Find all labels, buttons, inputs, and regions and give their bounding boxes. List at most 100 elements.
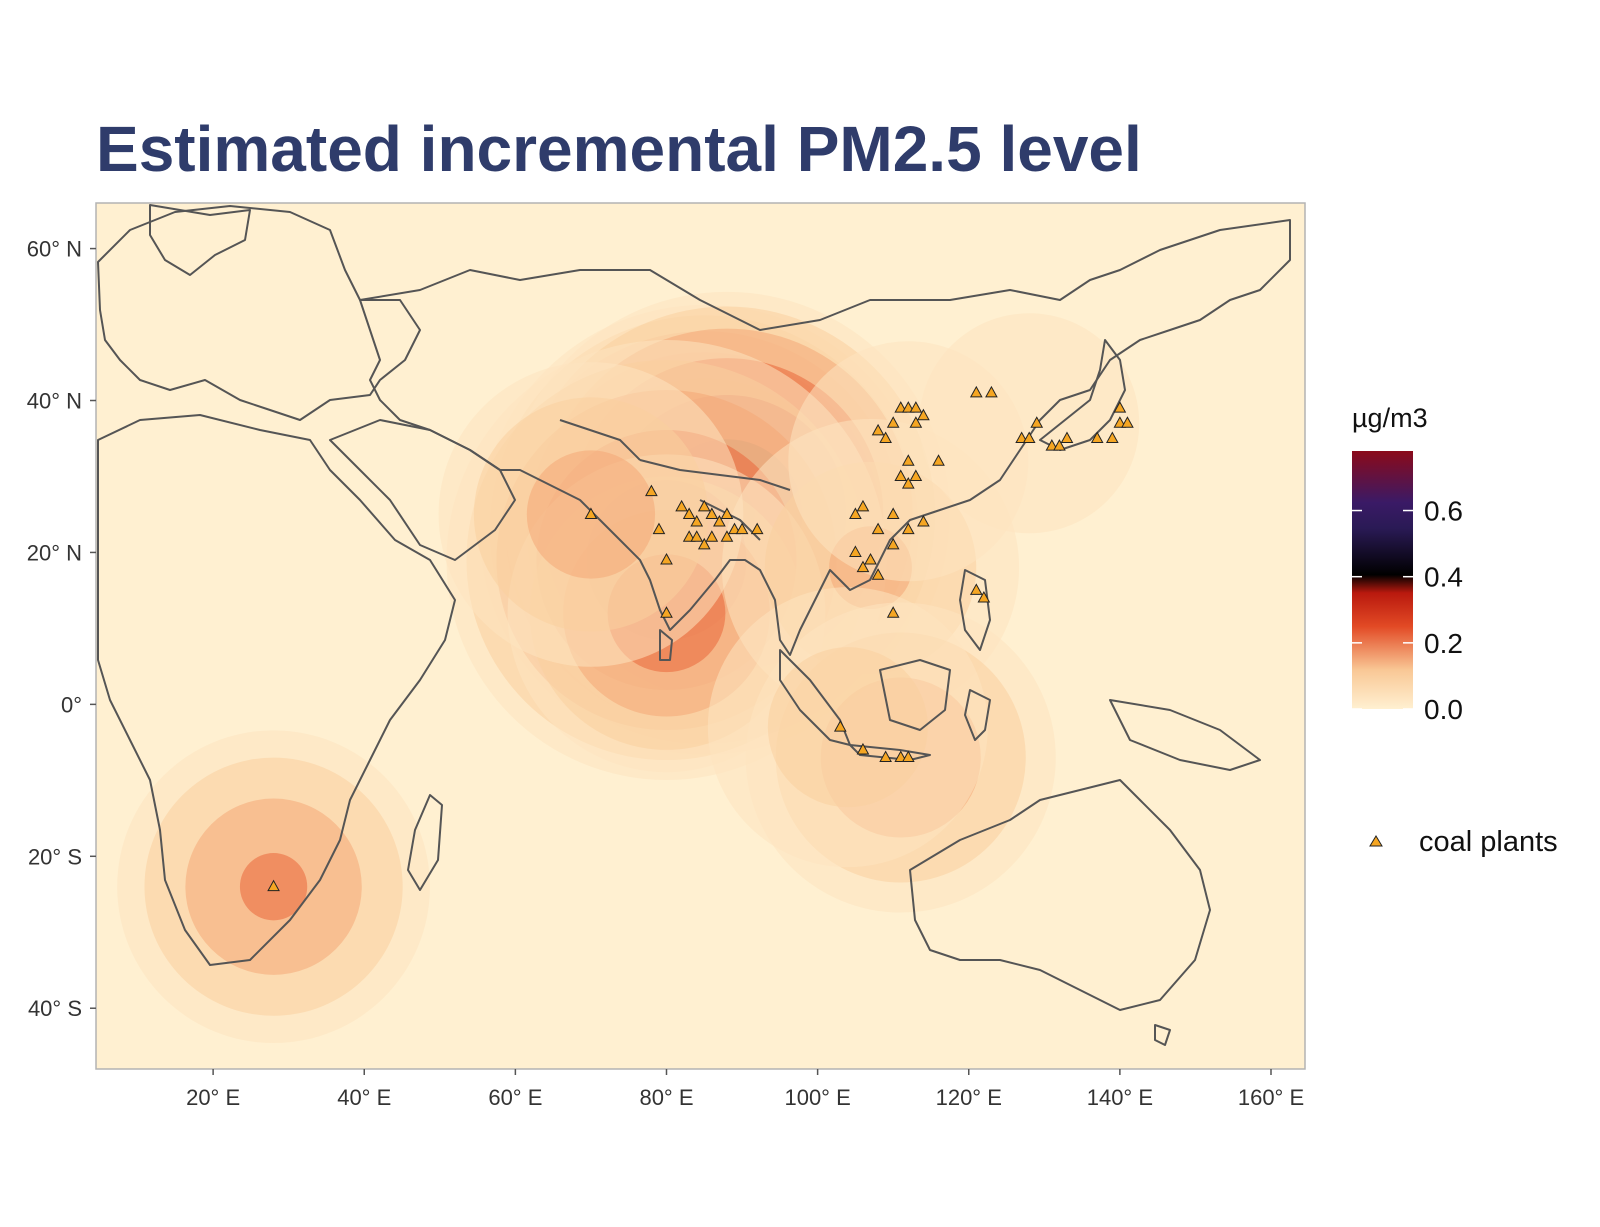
y-tick-label: 40° S [28, 996, 82, 1021]
tasmania-coastline [1154, 1024, 1171, 1046]
coal-plant-marker [901, 401, 915, 413]
coal-plant-layer [267, 385, 1134, 892]
coal-plant-marker [886, 416, 900, 428]
coal-plant-marker [886, 606, 900, 618]
asia-coastline [359, 219, 1291, 656]
x-tick-label: 80° E [639, 1085, 693, 1110]
philippines-coastline [959, 569, 991, 651]
coal-plant-marker [690, 530, 704, 542]
x-tick-label: 60° E [488, 1085, 542, 1110]
y-tick-label: 20° S [28, 844, 82, 869]
sumatra-coastline [779, 649, 851, 746]
coal-plant-marker [682, 530, 696, 542]
coal-plant-marker [901, 750, 915, 763]
coal-plant-marker [750, 522, 764, 535]
coal-plant-marker [1053, 439, 1066, 451]
y-tick-label: 40° N [27, 389, 82, 414]
coal-plant-marker [894, 401, 908, 413]
coal-plant-marker [969, 385, 983, 398]
coal-plant-marker [713, 515, 726, 527]
sulawesi-coastline [964, 689, 991, 741]
x-tick-label: 120° E [936, 1085, 1002, 1110]
coal-plant-marker [901, 454, 915, 466]
coal-plant-marker [969, 583, 983, 595]
coal-plant-marker [705, 530, 719, 542]
coal-plant-marker [909, 401, 923, 413]
legend-colorbar [1352, 451, 1413, 709]
x-axis: 20° E 40° E 60° E 80° E 100° E 120° E 140° E 16… [186, 1069, 1304, 1110]
coal-plant-marker [894, 750, 908, 763]
coal-plant-marker [871, 423, 885, 436]
legend-tick-label: 0.2 [1424, 628, 1463, 659]
x-tick-label: 160° E [1238, 1085, 1304, 1110]
coal-plant-marker [901, 477, 915, 489]
coal-plant-marker [675, 499, 688, 512]
coal-plant-marker [977, 590, 991, 603]
australia-coastline [909, 779, 1211, 1011]
coal-plant-marker [1113, 401, 1127, 413]
arabia-coastline [329, 419, 516, 561]
coal-plant-marker [697, 499, 711, 512]
coal-plant-marker [917, 408, 930, 421]
coal-plant-marker [1090, 431, 1104, 443]
y-tick-label: 20° N [27, 540, 82, 565]
coal-plant-marker [909, 469, 923, 481]
legend-tick-label: 0.6 [1424, 496, 1463, 527]
y-tick-label: 0° [61, 692, 82, 717]
coal-plant-marker [1045, 439, 1059, 451]
coal-plant-marker [690, 515, 704, 527]
coal-plant-marker [660, 606, 673, 618]
coal-plant-marker [682, 507, 696, 519]
coal-plant-marker [720, 530, 734, 542]
legend-point-marker [1369, 835, 1383, 847]
coal-plant-marker [645, 484, 658, 497]
y-tick-label: 60° N [27, 237, 82, 262]
coal-plant-marker [864, 552, 877, 565]
scandinavia-coastline [149, 204, 251, 276]
legend-tick-label: 0.4 [1424, 562, 1463, 593]
coal-plant-marker [720, 507, 734, 519]
coal-plant-marker [849, 507, 862, 519]
coal-plant-marker [697, 537, 711, 550]
coal-plant-marker [917, 515, 930, 527]
coal-plant-marker [856, 560, 870, 573]
coal-plant-marker [735, 522, 749, 535]
y-axis: 60° N 40° N 20° N 0° 20° S 40° S [27, 237, 96, 1021]
pollution-layer [117, 291, 1140, 1044]
europe-coastline [97, 205, 421, 421]
new-guinea-coastline [1109, 699, 1261, 771]
coal-plant-marker [705, 507, 719, 519]
coal-plant-marker [879, 431, 892, 443]
coal-plant-marker [932, 454, 945, 466]
africa-coastline [97, 414, 456, 966]
coal-plant-marker [886, 537, 900, 550]
coal-plant-marker [267, 879, 280, 892]
legend-title: µg/m3 [1352, 403, 1428, 433]
coal-plant-marker [1113, 416, 1127, 428]
coal-plant-marker [985, 385, 998, 398]
coal-plant-marker [1015, 431, 1028, 443]
borneo-coastline [879, 659, 951, 731]
plume-ring [767, 647, 928, 808]
legend-tick-label: 0.0 [1424, 694, 1463, 725]
map-title: Estimated incremental PM2.5 level [96, 113, 1142, 185]
coal-plant-marker [1030, 416, 1044, 428]
coal-plant-marker [856, 499, 870, 512]
coal-plant-marker [833, 720, 847, 732]
coal-plant-marker [660, 552, 673, 565]
x-tick-label: 20° E [186, 1085, 240, 1110]
coal-plant-marker [584, 507, 598, 519]
coal-plant-marker [1060, 431, 1074, 443]
coal-plant-marker [871, 522, 885, 535]
coal-plant-marker [856, 742, 870, 755]
legend-ticks: 0.6 0.4 0.2 0.0 [1352, 496, 1463, 725]
coal-plant-marker [894, 469, 908, 481]
coal-plant-marker [1121, 416, 1134, 428]
x-tick-label: 100° E [784, 1085, 850, 1110]
sri-lanka-coastline [659, 629, 673, 661]
coal-plant-marker [879, 750, 892, 763]
x-tick-label: 140° E [1087, 1085, 1153, 1110]
coal-plant-marker [728, 522, 741, 535]
legend-point-label: coal plants [1419, 826, 1558, 858]
